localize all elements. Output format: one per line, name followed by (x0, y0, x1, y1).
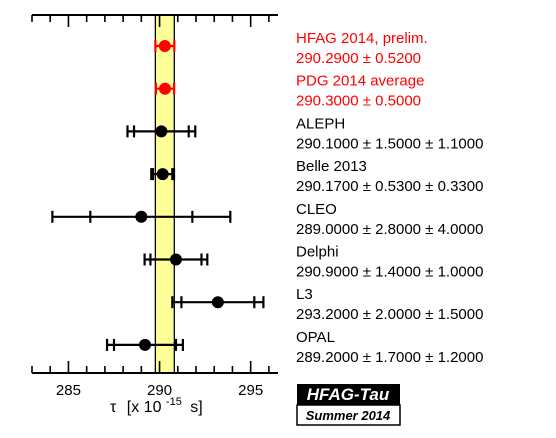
measurement-name: CLEO (296, 201, 337, 218)
data-point (156, 168, 169, 181)
x-tick-label: 290 (147, 382, 172, 399)
measurement-value: 290.3000 ± 0.5000 (296, 93, 421, 110)
measurement-7 (105, 338, 184, 351)
average-band (155, 15, 175, 373)
data-point (135, 210, 148, 223)
data-point (159, 82, 172, 95)
measurement-value: 290.1000 ± 1.5000 ± 1.1000 (296, 135, 483, 152)
data-point (138, 338, 151, 351)
data-point (211, 296, 224, 309)
measurement-name: OPAL (296, 329, 335, 346)
x-tick-label: 285 (56, 382, 81, 399)
measurement-name: L3 (296, 286, 313, 303)
data-point (155, 125, 168, 138)
measurement-name: ALEPH (296, 115, 345, 132)
measurement-1 (154, 82, 176, 95)
measurement-value: 289.0000 ± 2.8000 ± 4.0000 (296, 221, 483, 238)
x-tick-label: 295 (238, 382, 263, 399)
measurement-value: 290.1700 ± 0.5300 ± 0.3300 (296, 178, 483, 195)
measurement-4 (51, 210, 232, 223)
measurement-2 (126, 125, 197, 138)
measurement-name: Belle 2013 (296, 158, 367, 175)
logo-subtitle: Summer 2014 (306, 408, 391, 423)
measurement-value: 293.2000 ± 2.0000 ± 1.5000 (296, 306, 483, 323)
x-axis-label: τ [x 10 -15 s] (110, 392, 203, 416)
data-point (169, 253, 182, 266)
measurement-value: 289.2000 ± 1.7000 ± 1.2000 (296, 349, 483, 366)
measurement-value: 290.9000 ± 1.4000 ± 1.0000 (296, 264, 483, 281)
average-band-layer (154, 15, 175, 373)
measurement-0 (154, 40, 176, 52)
logo-title: HFAG-Tau (307, 385, 390, 404)
measurement-name: PDG 2014 average (296, 73, 424, 90)
measurement-value: 290.2900 ± 0.5200 (296, 50, 421, 67)
data-point (158, 40, 171, 52)
measurement-name: HFAG 2014, prelim. (296, 30, 428, 47)
measurement-name: Delphi (296, 244, 339, 261)
hfag-tau-logo: HFAG-Tau Summer 2014 (296, 384, 401, 426)
measurement-5 (143, 253, 209, 266)
axis-frame-layer: 285 290 295 (31, 14, 278, 399)
measurement-3 (150, 168, 176, 181)
measurement-labels-layer: HFAG 2014, prelim. 290.2900 ± 0.5200 PDG 2… (296, 30, 483, 366)
measurements-layer (51, 40, 265, 351)
measurement-6 (171, 296, 265, 309)
